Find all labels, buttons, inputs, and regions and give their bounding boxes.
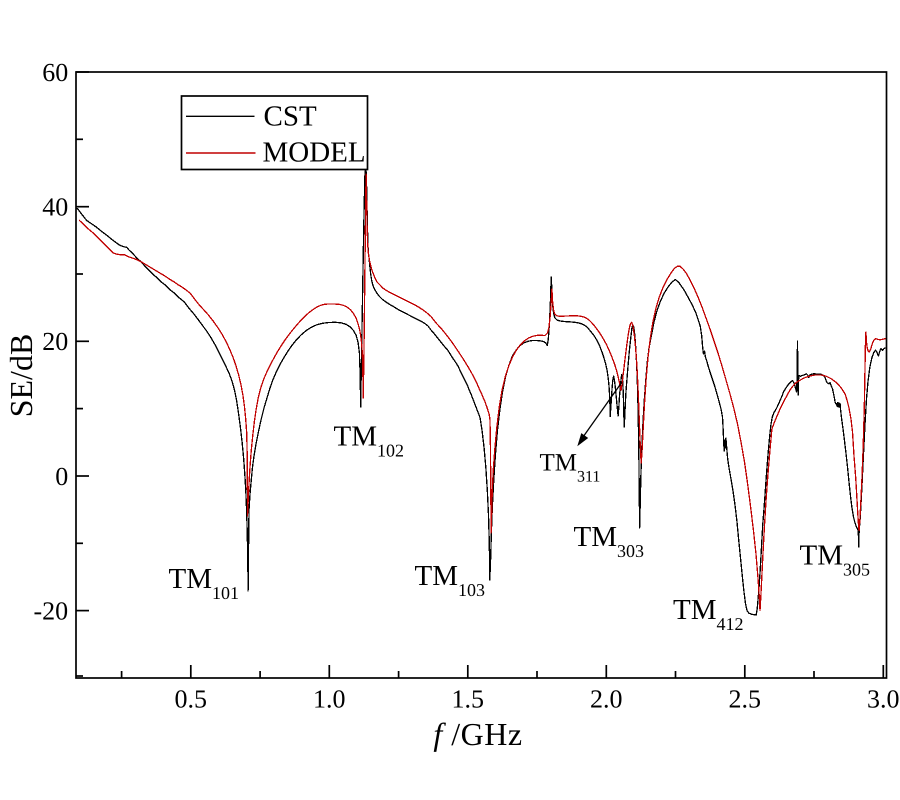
svg-text:2.0: 2.0	[590, 685, 623, 714]
svg-text:3.0: 3.0	[867, 685, 900, 714]
svg-text:0: 0	[55, 462, 68, 491]
svg-text:1.5: 1.5	[452, 685, 485, 714]
svg-text:f /GHz: f /GHz	[433, 716, 522, 752]
svg-text:40: 40	[42, 193, 68, 222]
svg-text:-20: -20	[34, 596, 69, 625]
svg-text:0.5: 0.5	[175, 685, 208, 714]
svg-text:1.0: 1.0	[313, 685, 346, 714]
svg-text:CST: CST	[264, 101, 317, 133]
svg-text:60: 60	[42, 58, 68, 87]
svg-text:MODEL: MODEL	[263, 137, 366, 169]
svg-text:2.5: 2.5	[729, 685, 762, 714]
svg-text:20: 20	[42, 327, 68, 356]
svg-text:SE/dB: SE/dB	[3, 334, 39, 418]
